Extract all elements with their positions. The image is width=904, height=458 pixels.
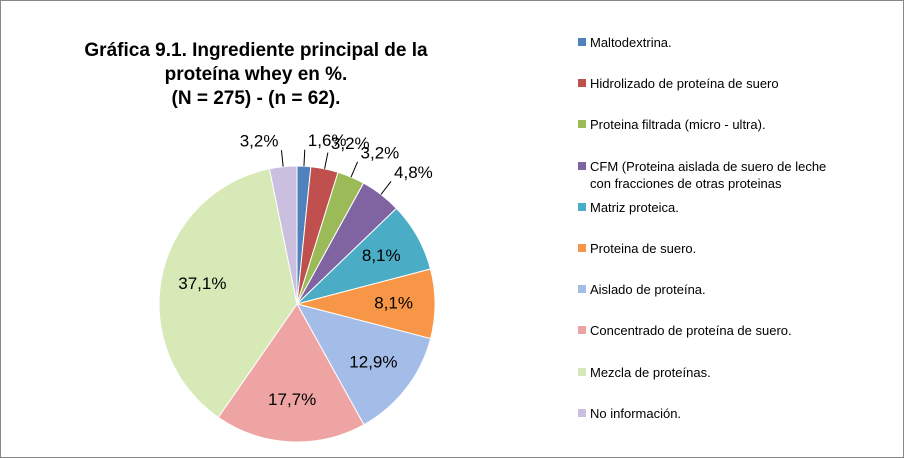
legend-label: Concentrado de proteína de suero.	[590, 323, 792, 339]
data-label: 4,8%	[394, 163, 433, 182]
chart-title: proteína whey en %.	[165, 64, 348, 85]
legend-swatch	[578, 161, 586, 170]
legend-label: Hidrolizado de proteína de suero	[590, 76, 779, 92]
legend-item: Concentrado de proteína de suero.	[578, 322, 848, 339]
legend-swatch	[578, 367, 586, 376]
data-label: 8,1%	[374, 293, 413, 312]
legend-label: Maltodextrina.	[590, 35, 672, 50]
legend-label: Proteina de suero.	[590, 241, 697, 256]
leader-line	[324, 152, 329, 169]
data-label: 3,2%	[361, 143, 400, 162]
data-label: 3,2%	[240, 132, 279, 151]
legend-swatch	[578, 285, 586, 294]
legend-item: No información.	[578, 405, 848, 422]
legend-item: Hidrolizado de proteína de suero	[578, 75, 848, 92]
leader-line	[303, 149, 306, 167]
legend-item: Aislado de proteína.	[578, 281, 848, 298]
legend-label: CFM (Proteina aislada de suero de leche …	[590, 158, 827, 191]
legend-label: Aislado de proteína.	[590, 282, 706, 298]
legend-item: Maltodextrina.	[578, 34, 848, 51]
data-label: 8,1%	[362, 246, 401, 265]
legend-item: Proteina filtrada (micro - ultra).	[578, 116, 848, 133]
legend-swatch	[578, 38, 586, 46]
legend-label: Mezcla de proteínas.	[590, 364, 711, 380]
chart-title: (N = 275) - (n = 62).	[172, 88, 341, 109]
legend-item: CFM (Proteina aislada de suero de leche …	[578, 158, 848, 192]
legend-swatch	[578, 79, 586, 88]
legend-swatch	[578, 120, 586, 129]
legend-item: Mezcla de proteínas.	[578, 364, 848, 381]
legend-item: Matriz proteica.	[578, 199, 848, 216]
pie-slice	[268, 165, 298, 305]
pie-slice	[217, 303, 365, 443]
legend-swatch	[578, 326, 586, 335]
data-label: 1,6%	[308, 131, 347, 150]
data-label: 12,9%	[349, 353, 397, 372]
leader-line	[280, 150, 284, 167]
leader-line	[350, 161, 359, 178]
leader-line	[380, 181, 392, 195]
legend-swatch	[578, 408, 586, 417]
legend-item: Proteina de suero.	[578, 240, 848, 257]
pie-slice	[295, 303, 432, 426]
legend-swatch	[578, 202, 586, 211]
legend-label: No información.	[590, 405, 682, 421]
chart-title: Gráfica 9.1. Ingrediente principal de la	[84, 40, 428, 61]
data-label: 3,2%	[331, 134, 370, 153]
data-label: 37,1%	[178, 274, 226, 293]
pie-slice	[158, 168, 298, 419]
legend-label: Matriz proteica.	[590, 199, 679, 215]
data-label: 17,7%	[268, 390, 316, 409]
legend-swatch	[578, 244, 586, 252]
legend-label: Proteina filtrada (micro - ultra).	[590, 117, 766, 133]
